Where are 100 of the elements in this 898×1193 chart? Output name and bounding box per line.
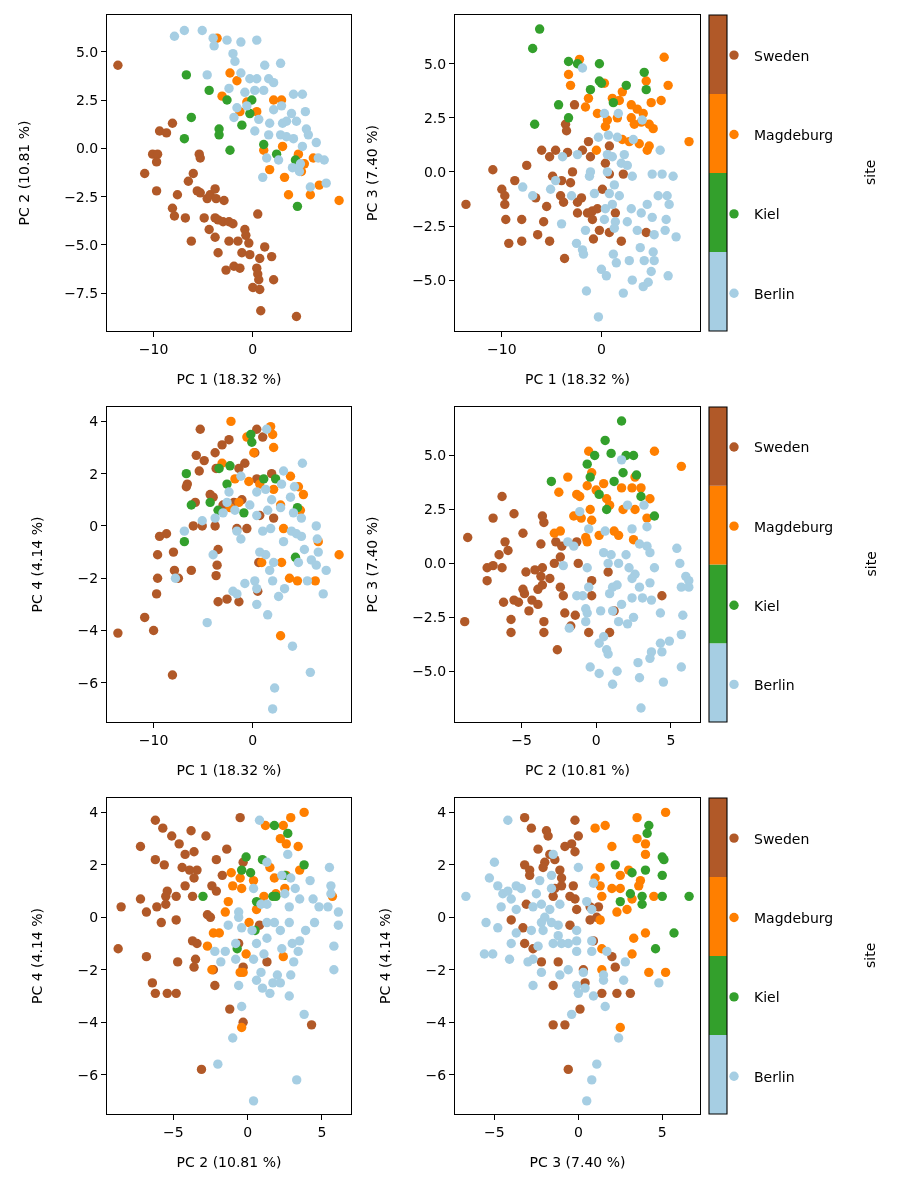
point xyxy=(587,214,598,225)
y-tick-label: 2 xyxy=(89,465,99,482)
legend-label: Sweden xyxy=(754,47,810,64)
point xyxy=(195,424,205,434)
point xyxy=(258,432,268,442)
point xyxy=(649,446,660,456)
point xyxy=(585,84,596,95)
point xyxy=(575,1004,585,1014)
point xyxy=(190,954,201,964)
point xyxy=(252,35,262,45)
point xyxy=(634,881,644,891)
point xyxy=(205,497,215,508)
point xyxy=(268,275,279,285)
point xyxy=(288,89,299,99)
point xyxy=(187,891,198,902)
point xyxy=(663,80,673,91)
point xyxy=(211,193,221,204)
point xyxy=(641,84,651,95)
y-tick-label: 0.0 xyxy=(75,140,99,157)
point xyxy=(184,865,195,875)
point xyxy=(334,550,344,560)
point xyxy=(627,949,637,959)
point xyxy=(500,199,510,210)
point xyxy=(242,101,252,111)
legend-title: site xyxy=(862,942,878,968)
point xyxy=(646,97,656,108)
x-axis-title: PC 1 (18.32 %) xyxy=(176,371,282,388)
point xyxy=(563,56,574,67)
x-axis-title: PC 2 (10.81 %) xyxy=(176,1154,282,1171)
point xyxy=(245,868,256,878)
point xyxy=(151,157,162,167)
point xyxy=(284,573,295,583)
point xyxy=(298,489,309,500)
point xyxy=(268,95,279,105)
y-tick-label: −6 xyxy=(425,1066,447,1083)
point xyxy=(292,576,303,586)
y-tick-label: 4 xyxy=(89,804,99,821)
point xyxy=(135,841,146,852)
point xyxy=(194,466,204,476)
point xyxy=(570,894,580,904)
point xyxy=(600,435,610,446)
point xyxy=(541,201,552,212)
legend-label: Kiel xyxy=(754,597,780,614)
point xyxy=(566,839,577,849)
point xyxy=(139,168,150,179)
legend-label: Magdeburg xyxy=(754,126,834,143)
point xyxy=(297,89,308,99)
point xyxy=(266,251,277,262)
point xyxy=(161,128,172,138)
y-tick-label: −2 xyxy=(77,570,99,587)
point xyxy=(211,854,222,865)
point xyxy=(168,547,179,557)
point xyxy=(213,597,223,607)
point xyxy=(536,957,547,967)
point xyxy=(553,957,563,967)
point xyxy=(660,967,671,978)
point xyxy=(254,275,264,285)
y-tick-label: −2 xyxy=(425,961,447,978)
point xyxy=(615,896,625,907)
point xyxy=(247,437,257,447)
point xyxy=(644,820,654,831)
point xyxy=(573,558,583,569)
point xyxy=(501,214,511,225)
point xyxy=(260,242,270,252)
point xyxy=(210,521,220,531)
point xyxy=(592,204,603,214)
point xyxy=(640,865,651,875)
point xyxy=(321,178,331,188)
point xyxy=(197,25,207,36)
point xyxy=(656,95,666,106)
point xyxy=(461,199,471,210)
point xyxy=(612,907,622,917)
point xyxy=(628,450,639,461)
point xyxy=(139,612,150,623)
point xyxy=(275,58,286,69)
y-tick-label: 2 xyxy=(437,856,447,873)
point xyxy=(156,917,166,928)
point xyxy=(278,820,288,831)
point xyxy=(632,833,642,844)
x-tick-label: −5 xyxy=(162,1123,184,1140)
point xyxy=(629,933,639,943)
point xyxy=(213,248,223,258)
point xyxy=(553,100,564,110)
point xyxy=(580,102,591,112)
y-tick-label: −7.5 xyxy=(64,285,99,302)
point xyxy=(268,484,279,495)
point xyxy=(219,195,229,206)
y-tick-label: −4 xyxy=(77,1014,99,1031)
y-tick-label: 5.0 xyxy=(75,43,99,60)
legend-label: Magdeburg xyxy=(754,518,834,535)
point xyxy=(151,186,162,196)
point xyxy=(560,1020,570,1030)
point xyxy=(179,133,190,144)
point xyxy=(576,193,587,203)
point xyxy=(258,172,268,183)
point xyxy=(150,854,161,865)
x-axis-title: PC 1 (18.32 %) xyxy=(525,371,630,388)
point xyxy=(500,537,510,547)
y-tick-label: 0.0 xyxy=(423,555,447,572)
point xyxy=(517,236,527,246)
